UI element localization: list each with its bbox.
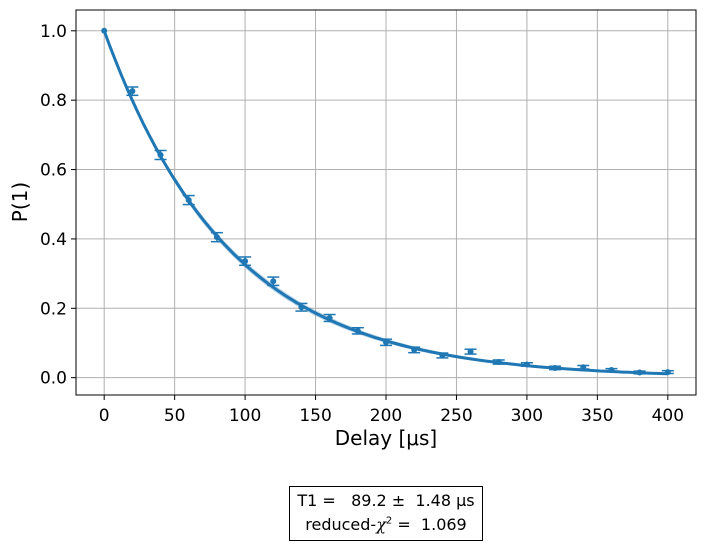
x-tick-label: 400 bbox=[652, 406, 684, 426]
data-marker bbox=[580, 364, 587, 371]
data-point bbox=[492, 359, 505, 366]
x-tick-label: 0 bbox=[99, 406, 110, 426]
data-marker bbox=[129, 88, 136, 95]
chi-symbol: χ bbox=[376, 515, 386, 534]
data-point bbox=[295, 302, 308, 312]
data-marker bbox=[523, 361, 530, 368]
y-tick-label: 0.2 bbox=[40, 299, 67, 319]
y-axis-ticks: 0.0 0.2 0.4 0.6 0.8 1.0 bbox=[40, 22, 76, 389]
data-points bbox=[101, 27, 674, 376]
x-axis-label: Delay [μs] bbox=[335, 426, 437, 450]
fit-results-box: T1 = 89.2 ± 1.48 μs reduced-χ2 = 1.069 bbox=[289, 486, 483, 541]
data-point bbox=[408, 346, 421, 354]
chi2-exponent: 2 bbox=[385, 515, 393, 527]
data-point bbox=[267, 276, 280, 287]
x-tick-label: 250 bbox=[440, 406, 472, 426]
grid bbox=[76, 10, 696, 395]
chart: 0 50 100 150 200 250 300 350 400 0.0 0.2 0.4 0.6 0.8… bbox=[8, 9, 697, 450]
data-marker bbox=[608, 367, 615, 374]
fit-chi2-text: reduced-χ2 = 1.069 bbox=[290, 513, 482, 537]
data-marker bbox=[439, 352, 446, 359]
chi2-prefix: reduced- bbox=[305, 515, 377, 534]
data-marker bbox=[157, 151, 164, 158]
y-axis-label: P(1) bbox=[8, 182, 32, 222]
x-tick-label: 200 bbox=[370, 406, 402, 426]
data-marker bbox=[213, 234, 220, 241]
y-tick-label: 0.4 bbox=[40, 230, 67, 250]
data-point bbox=[549, 364, 562, 371]
data-marker bbox=[185, 197, 192, 204]
data-marker bbox=[242, 258, 249, 265]
data-point bbox=[661, 369, 674, 376]
x-tick-label: 350 bbox=[581, 406, 613, 426]
data-marker bbox=[495, 359, 502, 366]
data-point bbox=[380, 338, 392, 347]
data-point bbox=[464, 348, 477, 355]
chi2-value: = 1.069 bbox=[392, 515, 467, 534]
data-point bbox=[351, 326, 364, 335]
data-point bbox=[605, 367, 618, 374]
data-marker bbox=[467, 348, 474, 355]
y-tick-label: 0.6 bbox=[40, 161, 67, 181]
data-point bbox=[182, 194, 195, 206]
x-axis-ticks: 0 50 100 150 200 250 300 350 400 bbox=[99, 395, 684, 426]
x-tick-label: 150 bbox=[299, 406, 331, 426]
data-point bbox=[520, 361, 533, 368]
data-marker bbox=[270, 278, 277, 285]
data-marker bbox=[636, 369, 643, 376]
data-marker bbox=[411, 346, 418, 353]
data-marker bbox=[354, 327, 361, 334]
data-point bbox=[436, 352, 449, 359]
x-tick-label: 50 bbox=[164, 406, 186, 426]
data-marker bbox=[101, 27, 108, 34]
data-point bbox=[633, 369, 646, 376]
data-marker bbox=[552, 364, 559, 371]
y-tick-label: 0.8 bbox=[40, 91, 67, 111]
data-marker bbox=[298, 304, 305, 311]
data-point bbox=[577, 364, 590, 371]
data-marker bbox=[383, 339, 389, 346]
data-marker bbox=[664, 369, 671, 376]
data-point bbox=[323, 313, 336, 323]
data-point bbox=[239, 256, 252, 267]
fit-t1-text: T1 = 89.2 ± 1.48 μs bbox=[297, 491, 475, 510]
x-tick-label: 100 bbox=[229, 406, 261, 426]
data-point bbox=[210, 231, 223, 243]
data-point bbox=[154, 149, 167, 161]
y-tick-label: 0.0 bbox=[40, 369, 67, 389]
y-tick-label: 1.0 bbox=[40, 22, 67, 42]
data-marker bbox=[326, 315, 333, 321]
data-point bbox=[126, 86, 139, 97]
data-point bbox=[101, 27, 108, 34]
x-tick-label: 300 bbox=[511, 406, 543, 426]
